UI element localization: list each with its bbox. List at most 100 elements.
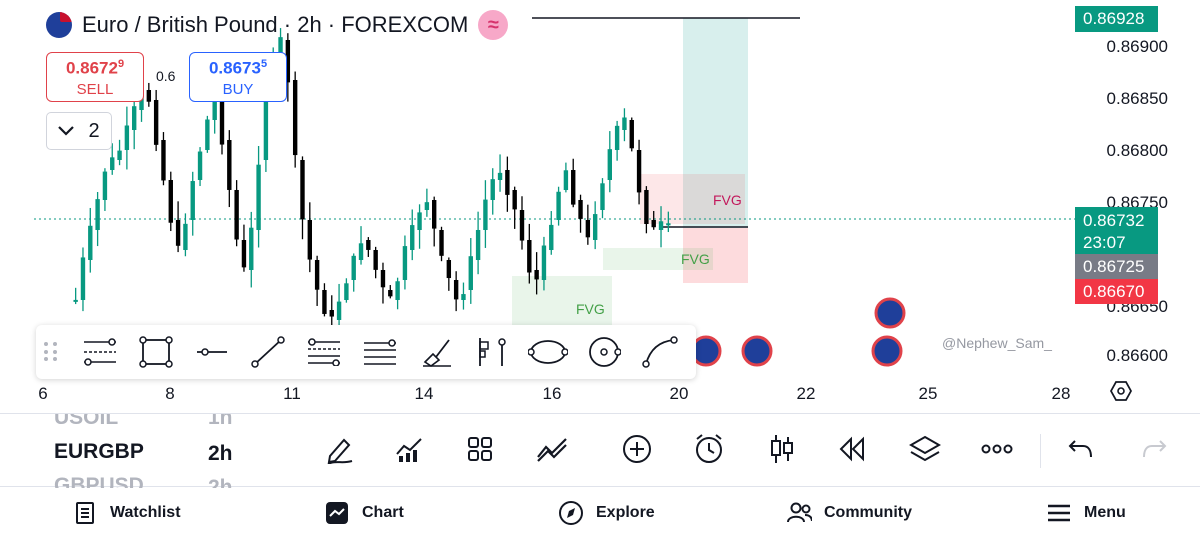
candle-body — [651, 220, 656, 228]
redo-icon[interactable] — [1136, 431, 1172, 467]
time-axis[interactable]: 6 8 11 14 16 20 22 25 28 — [0, 380, 1200, 410]
candle-body — [102, 171, 108, 200]
curve-tool-icon[interactable] — [632, 330, 688, 374]
candle-body — [600, 183, 605, 210]
candle-body — [95, 199, 100, 230]
candle-body — [607, 149, 612, 180]
rectangle-tool-icon[interactable] — [128, 330, 184, 374]
price-chart[interactable]: FVG FVG FVG — [0, 0, 1200, 410]
sell-button[interactable]: 0.86729 SELL — [46, 52, 144, 102]
gbp-event-icon — [871, 335, 903, 367]
spread-value: 0.6 — [156, 68, 176, 84]
time-label: 20 — [669, 384, 689, 403]
candle-body — [490, 179, 495, 200]
time-label: 8 — [165, 384, 175, 403]
candle-body — [556, 191, 561, 220]
nav-community[interactable]: Community — [786, 500, 912, 526]
time-label: 16 — [542, 384, 562, 403]
brush-tool-icon[interactable] — [408, 330, 464, 374]
nav-menu[interactable]: Menu — [1046, 500, 1126, 526]
drawing-toolbar[interactable] — [36, 325, 696, 379]
more-options-icon[interactable] — [979, 431, 1015, 467]
symbol-picker[interactable]: USOIL EURGBP GBPUSD 1h 2h 2h — [0, 414, 300, 488]
nav-watchlist-label: Watchlist — [110, 504, 181, 521]
symbol-option[interactable]: USOIL — [54, 414, 119, 429]
pitchfork-tool-icon[interactable] — [72, 330, 128, 374]
candle-body — [183, 223, 188, 250]
buy-label: BUY — [222, 80, 254, 98]
current-interval[interactable]: 2h — [208, 442, 233, 465]
chart-settings-icon[interactable] — [1110, 380, 1132, 402]
nav-chart-label: Chart — [362, 504, 404, 521]
fib-retracement-tool-icon[interactable] — [296, 330, 352, 374]
candle-body — [219, 100, 225, 145]
long-position-tool-icon[interactable] — [464, 330, 520, 374]
undo-icon[interactable] — [1063, 431, 1099, 467]
candle-body — [256, 164, 261, 230]
symbol-option[interactable]: GBPUSD — [54, 474, 144, 488]
indicators-icon[interactable] — [391, 431, 427, 467]
candle-body — [336, 301, 342, 320]
chart-title-bar[interactable]: Euro / British Pound · 2h · FOREXCOM ≈ — [46, 10, 509, 40]
candle-body — [629, 120, 634, 149]
gbp-event-icon — [741, 335, 773, 367]
templates-icon[interactable] — [462, 431, 498, 467]
candle-body — [351, 255, 356, 280]
candle-body — [249, 227, 254, 270]
compare-icon[interactable] — [534, 431, 570, 467]
price-scale-label: 0.86800 — [1106, 141, 1168, 160]
sell-label: SELL — [76, 80, 114, 98]
candle-body — [541, 245, 547, 280]
replay-icon[interactable] — [834, 431, 870, 467]
candle-body — [175, 220, 181, 246]
candlestick-type-icon[interactable] — [764, 431, 800, 467]
candle-body — [263, 92, 269, 160]
indicator-badge-icon[interactable]: ≈ — [478, 10, 509, 40]
candle-body — [497, 172, 503, 180]
bottom-toolbar[interactable]: USOIL EURGBP GBPUSD 1h 2h 2h — [0, 413, 1200, 488]
interval-option[interactable]: 2h — [208, 476, 233, 488]
compass-icon — [558, 500, 584, 526]
watchlist-icon — [72, 500, 98, 526]
alarm-clock-icon[interactable] — [691, 431, 727, 467]
bottom-navigation[interactable]: Watchlist Chart Explore Community Menu — [0, 488, 1200, 540]
candle-body — [88, 225, 93, 260]
candle-body — [585, 220, 591, 238]
circle-tool-icon[interactable] — [576, 330, 632, 374]
candle-body — [212, 99, 217, 120]
parallel-channel-tool-icon[interactable] — [352, 330, 408, 374]
time-label: 28 — [1051, 384, 1071, 403]
candle-body — [292, 80, 298, 156]
candle-body — [446, 260, 452, 279]
nav-explore-label: Explore — [596, 504, 655, 521]
fvg-zone — [603, 248, 713, 270]
nav-chart[interactable]: Chart — [324, 500, 404, 526]
interval-option[interactable]: 1h — [208, 414, 233, 429]
candle-body — [358, 243, 364, 260]
price-scale-label: 0.86850 — [1106, 89, 1168, 108]
layers-icon[interactable] — [907, 431, 943, 467]
collapse-indicators-button[interactable]: 2 — [46, 112, 112, 150]
hamburger-menu-icon — [1046, 500, 1072, 526]
buy-price: 0.8673 — [208, 58, 261, 78]
chart-area[interactable]: FVG FVG FVG Euro / British Pound · 2h · FO… — [0, 0, 1200, 410]
trend-line-tool-icon[interactable] — [240, 330, 296, 374]
candle-body — [395, 281, 400, 300]
add-icon[interactable] — [619, 431, 655, 467]
nav-watchlist[interactable]: Watchlist — [72, 500, 181, 526]
candle-body — [80, 257, 86, 300]
candle-body — [527, 240, 532, 273]
buy-button[interactable]: 0.86735 BUY — [189, 52, 287, 102]
current-symbol[interactable]: EURGBP — [54, 440, 144, 463]
ellipse-tool-icon[interactable] — [520, 330, 576, 374]
drag-handle-icon[interactable] — [44, 342, 58, 362]
pencil-drawing-icon[interactable] — [321, 431, 357, 467]
candle-body — [636, 150, 642, 193]
stop-zone — [683, 228, 748, 283]
nav-explore[interactable]: Explore — [558, 500, 655, 526]
candle-body — [314, 260, 320, 290]
time-label: 22 — [796, 384, 816, 403]
nav-community-label: Community — [824, 504, 912, 521]
horizontal-line-tool-icon[interactable] — [184, 330, 240, 374]
candle-body — [285, 40, 291, 83]
